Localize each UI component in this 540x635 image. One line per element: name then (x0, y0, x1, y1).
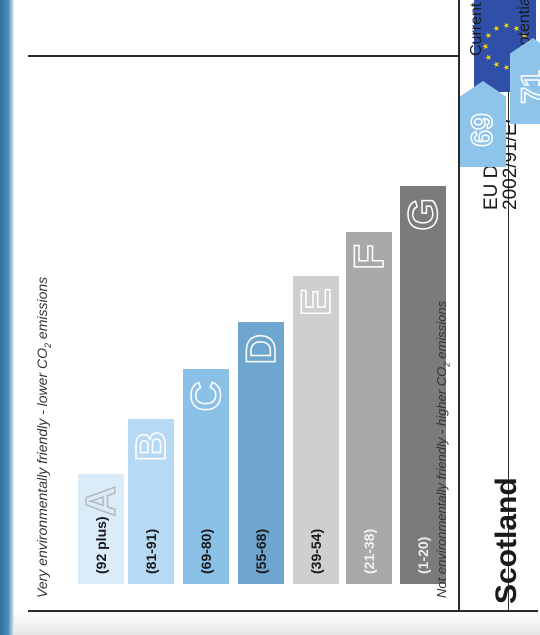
band-f: (21-38) F (344, 232, 393, 584)
column-header-current: Current (468, 2, 485, 56)
band-b-range: (81-91) (143, 528, 159, 574)
caption-lower-emissions: Very environmentally friendly - lower CO… (34, 276, 53, 598)
band-g-letter: G (398, 197, 447, 231)
band-g-range: (1-20) (415, 536, 431, 574)
eu-star: ★ (484, 31, 493, 39)
band-b: (81-91) B (126, 419, 175, 584)
current-rating-arrow: 69 (460, 81, 506, 167)
band-f-range: (21-38) (361, 528, 377, 574)
band-b-letter: B (126, 430, 175, 462)
left-edge-strip (0, 0, 14, 635)
eu-star: ★ (492, 60, 501, 68)
potential-rating-arrow: 71 (510, 38, 540, 124)
bottom-shadow (14, 612, 540, 635)
band-e-range: (39-54) (308, 528, 324, 574)
band-e-letter: E (291, 287, 340, 317)
band-e: (39-54) E (291, 276, 340, 584)
eu-star: ★ (502, 21, 511, 29)
eu-star: ★ (502, 63, 511, 71)
band-c-letter: C (181, 380, 230, 412)
band-d-letter: D (236, 333, 285, 365)
frame-header-line (28, 55, 458, 57)
caption-higher-emissions: Not environmentally friendly - higher CO… (434, 300, 452, 598)
frame-current-column-line (458, 0, 459, 612)
band-c-range: (69-80) (198, 528, 214, 574)
frame-left-line (28, 610, 538, 612)
region-label: Scotland (490, 477, 523, 604)
band-d-range: (55-68) (253, 528, 269, 574)
band-a-letter: A (76, 485, 125, 517)
band-f-letter: F (344, 243, 393, 270)
eu-star: ★ (492, 24, 501, 32)
band-a-range: (92 plus) (93, 516, 109, 574)
band-c: (69-80) C (181, 369, 230, 584)
band-d: (55-68) D (236, 322, 285, 584)
eu-star: ★ (484, 53, 493, 61)
band-a: (92 plus) A (76, 474, 125, 584)
environmental-impact-rating-chart: Very environmentally friendly - lower CO… (28, 0, 538, 612)
